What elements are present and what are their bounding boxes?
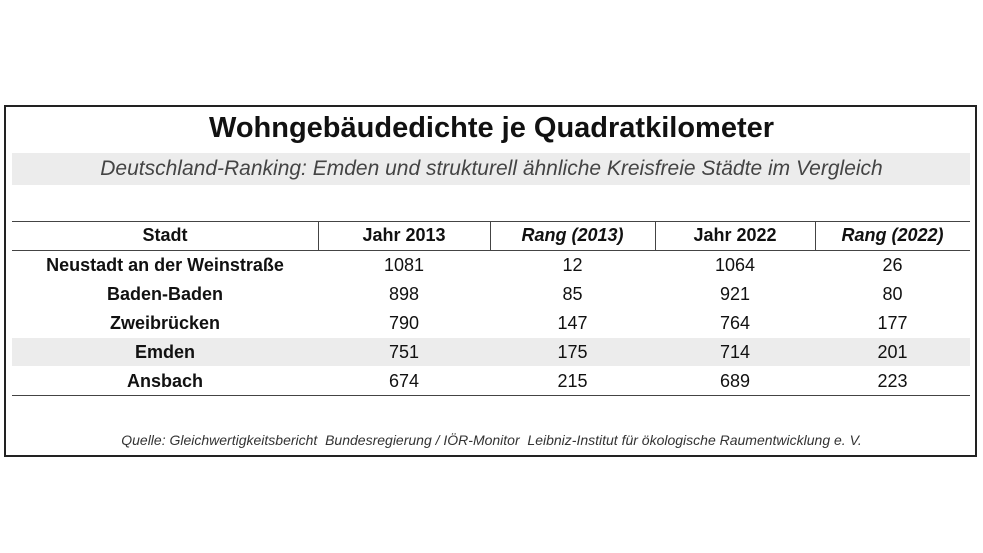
column-header: Rang (2013) (521, 225, 624, 245)
table-cell: 751 (388, 342, 420, 362)
table-cell: 689 (719, 371, 751, 391)
column-separator (655, 221, 656, 250)
column-separator (318, 221, 319, 250)
frame (4, 105, 977, 457)
table-cell: 85 (562, 284, 583, 304)
table-cell: 1081 (383, 255, 425, 275)
title: Wohngebäudedichte je Quadratkilometer (208, 112, 775, 144)
subtitle-background (12, 153, 970, 185)
row-highlight (12, 338, 970, 366)
column-header: Stadt (142, 225, 188, 245)
city-name: Emden (134, 342, 195, 362)
rule (12, 250, 970, 251)
table-cell: 714 (719, 342, 751, 362)
table-cell: 215 (557, 371, 588, 391)
column-header: Rang (2022) (841, 225, 944, 245)
column-separator (490, 221, 491, 250)
table-cell: 674 (388, 371, 420, 391)
table-cell: 921 (719, 284, 751, 304)
city-name: Baden-Baden (106, 284, 223, 304)
source: Quelle: Gleichwertigkeitsbericht Bundesr… (121, 432, 862, 448)
rule (12, 395, 970, 396)
city-name: Zweibrücken (109, 313, 221, 333)
column-header: Jahr 2013 (362, 225, 446, 245)
table-cell: 1064 (714, 255, 756, 275)
table-cell: 790 (388, 313, 420, 333)
table-cell: 26 (882, 255, 903, 275)
table-cell: 80 (882, 284, 903, 304)
table-cell: 147 (557, 313, 588, 333)
table-cell: 201 (877, 342, 908, 362)
table-cell: 898 (388, 284, 420, 304)
subtitle: Deutschland-Ranking: Emden und strukture… (100, 157, 883, 180)
table-cell: 177 (877, 313, 908, 333)
city-name: Neustadt an der Weinstraße (46, 255, 284, 275)
table-cell: 175 (557, 342, 588, 362)
column-separator (815, 221, 816, 250)
table-cell: 223 (877, 371, 908, 391)
city-name: Ansbach (126, 371, 204, 391)
column-header: Jahr 2022 (693, 225, 777, 245)
rule (12, 221, 970, 222)
table-cell: 764 (719, 313, 751, 333)
table-cell: 12 (562, 255, 583, 275)
